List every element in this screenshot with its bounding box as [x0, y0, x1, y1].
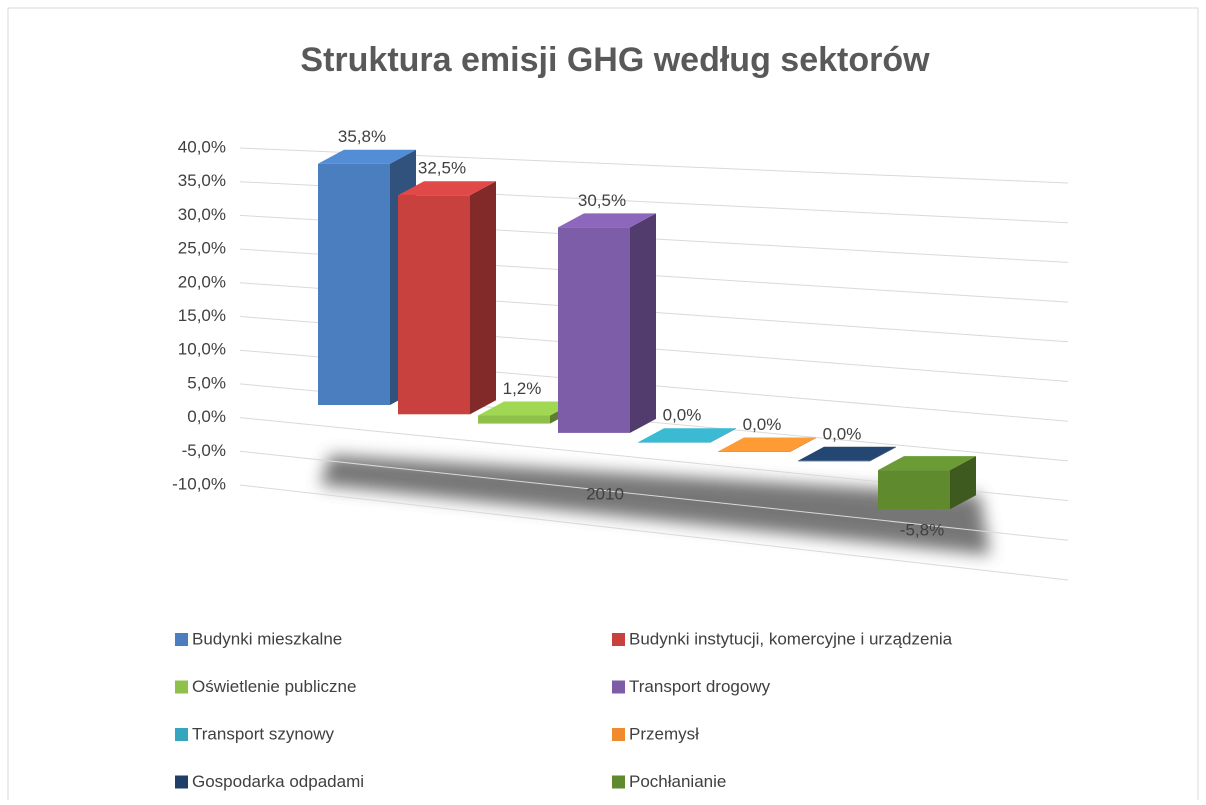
- legend-label: Gospodarka odpadami: [192, 772, 364, 791]
- y-tick-label: 30,0%: [178, 205, 226, 224]
- legend-label: Oświetlenie publiczne: [192, 677, 356, 696]
- legend-swatch: [175, 680, 188, 694]
- legend-label: Przemysł: [629, 724, 699, 743]
- bar: [558, 227, 630, 433]
- bar: [798, 460, 870, 462]
- legend-swatch: [612, 775, 625, 789]
- bar-top: [558, 213, 656, 228]
- y-tick-label: 15,0%: [178, 306, 226, 325]
- data-label: 35,8%: [338, 127, 386, 146]
- legend-swatch: [612, 728, 625, 741]
- legend-label: Pochłanianie: [629, 772, 726, 791]
- bar-side: [870, 446, 896, 462]
- bar-top: [478, 401, 576, 416]
- grid-line: [239, 450, 1069, 541]
- x-tick-label: 2010: [586, 484, 624, 503]
- y-tick-label: 20,0%: [178, 272, 226, 291]
- y-tick-label: 0,0%: [187, 407, 226, 426]
- data-label: 32,5%: [418, 159, 466, 178]
- data-label: -5,8%: [900, 521, 944, 540]
- data-label: 0,0%: [823, 424, 862, 443]
- bar: [318, 163, 390, 405]
- bar-side: [470, 181, 496, 415]
- y-tick-label: 35,0%: [178, 171, 226, 190]
- bar-top: [878, 456, 976, 471]
- bar-top: [318, 149, 416, 164]
- legend-swatch: [612, 633, 625, 646]
- bar-top: [798, 446, 896, 461]
- y-tick-label: 10,0%: [178, 340, 226, 359]
- y-tick-label: 5,0%: [187, 373, 226, 392]
- legend-swatch: [175, 728, 188, 741]
- data-label: 1,2%: [503, 379, 542, 398]
- legend-swatch: [175, 775, 188, 789]
- bar-top: [718, 437, 816, 452]
- bar-side: [950, 456, 976, 510]
- grid-line: [239, 484, 1069, 581]
- bar-side: [790, 437, 816, 452]
- data-label: 0,0%: [743, 415, 782, 434]
- legend-label: Budynki mieszkalne: [192, 629, 342, 648]
- bar-side: [710, 428, 736, 443]
- y-tick-label: 40,0%: [178, 137, 226, 156]
- floor-shadow: [320, 455, 990, 555]
- data-label: 0,0%: [663, 406, 702, 425]
- bar: [478, 415, 550, 424]
- bar-top: [398, 181, 496, 196]
- legend-label: Transport drogowy: [629, 677, 771, 696]
- legend-swatch: [175, 633, 188, 646]
- data-label: 30,5%: [578, 191, 626, 210]
- bar: [638, 442, 710, 443]
- legend-label: Budynki instytucji, komercyjne i urządze…: [629, 629, 953, 648]
- bar: [398, 195, 470, 415]
- bar: [878, 470, 950, 510]
- y-tick-label: 25,0%: [178, 239, 226, 258]
- bar-side: [630, 213, 656, 433]
- legend-swatch: [612, 680, 625, 694]
- chart-title: Struktura emisji GHG według sektorów: [300, 41, 930, 79]
- y-tick-label: -10,0%: [172, 474, 226, 493]
- bar: [718, 451, 790, 452]
- y-tick-label: -5,0%: [182, 441, 226, 460]
- bar-top: [638, 428, 736, 443]
- legend-label: Transport szynowy: [192, 724, 335, 743]
